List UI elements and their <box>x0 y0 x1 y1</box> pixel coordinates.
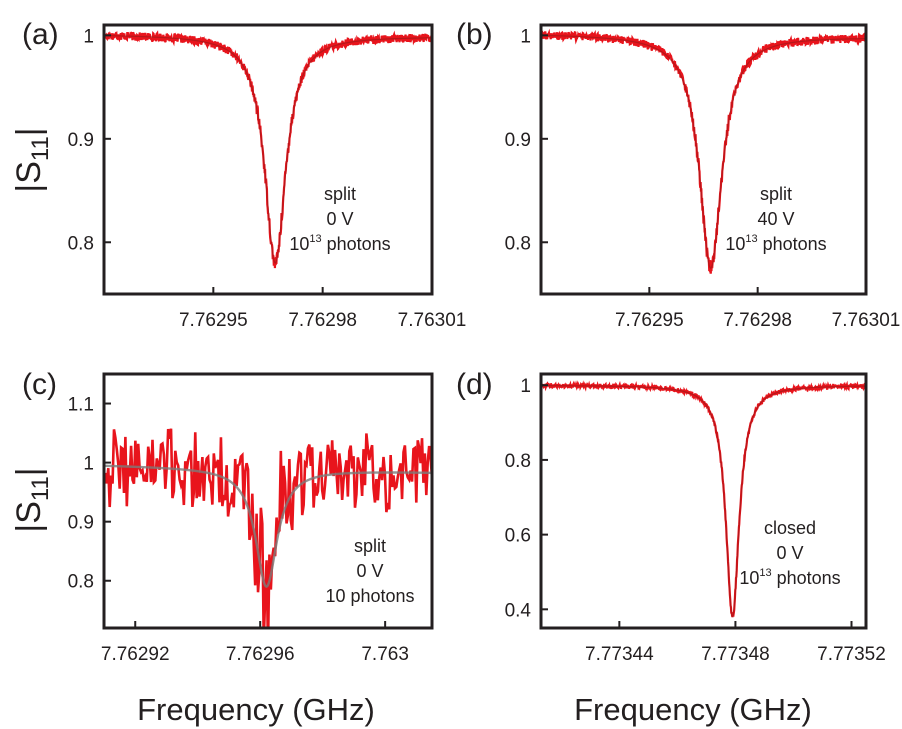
y-tick-label: 1 <box>520 26 531 47</box>
panel-c: (c) 0.8 0.9 1 1.1 7.76292 7.76296 7.763 split 0 V… <box>22 368 434 665</box>
fit-series-line <box>541 34 866 269</box>
x-tick-label: 7.763 <box>361 644 409 665</box>
annotation-line: 40 V <box>757 209 794 229</box>
annotation-line: 10 photons <box>325 586 414 606</box>
y-label-end: | <box>10 467 48 476</box>
plot-frame <box>102 23 434 296</box>
data-series-line <box>104 428 432 628</box>
svg-text:|S11|: |S11| <box>10 127 54 192</box>
y-tick-label: 0.8 <box>68 233 94 254</box>
x-tick-label: 7.77348 <box>701 644 770 665</box>
panel-label: (d) <box>456 368 493 401</box>
x-tick-label: 7.76298 <box>723 310 792 331</box>
annotation-line: split <box>354 536 386 556</box>
y-tick-label: 1.1 <box>68 395 94 416</box>
x-tick-label: 7.76292 <box>101 644 170 665</box>
x-axis-label-left: Frequency (GHz) <box>137 692 375 727</box>
x-tick-label: 7.76296 <box>226 644 295 665</box>
y-tick-label: 0.8 <box>505 233 531 254</box>
y-label-end: | <box>10 127 48 136</box>
y-tick-label: 1 <box>83 454 94 475</box>
y-axis-label-top: |S11| <box>10 127 54 192</box>
y-tick-label: 0.8 <box>505 451 531 472</box>
y-label-sub: 11 <box>27 476 54 501</box>
panel-d: (d) 0.4 0.6 0.8 1 7.77344 7.77348 7.77352 closed… <box>456 368 886 665</box>
annotation-line: split <box>324 184 356 204</box>
annotation-photons: 1013 photons <box>289 233 390 254</box>
y-label-sub: 11 <box>27 136 54 161</box>
y-tick-label: 1 <box>520 376 531 397</box>
panel-label: (b) <box>456 18 493 51</box>
panel-a: (a) 0.8 0.9 1 7.76295 7.76298 7.76301 split 0 V 1… <box>22 18 466 331</box>
annotation-line: 0 V <box>326 209 353 229</box>
y-label-main: |S <box>10 501 48 533</box>
annotation-line: 0 V <box>356 561 383 581</box>
x-tick-label: 7.76295 <box>179 310 248 331</box>
plot-frame <box>539 23 868 296</box>
fit-series-line <box>541 385 866 618</box>
x-tick-label: 7.76301 <box>398 310 467 331</box>
y-tick-label: 1 <box>83 26 94 47</box>
x-tick-label: 7.76298 <box>288 310 357 331</box>
x-tick-label: 7.77344 <box>585 644 654 665</box>
y-axis-label-bottom: |S11| <box>10 467 54 532</box>
panel-label: (a) <box>22 18 59 51</box>
x-tick-label: 7.76295 <box>615 310 684 331</box>
y-tick-label: 0.9 <box>68 130 94 151</box>
annotation-line: split <box>760 184 792 204</box>
plot-frame <box>539 372 868 630</box>
y-tick-label: 0.4 <box>505 600 532 621</box>
y-tick-label: 0.8 <box>68 572 94 593</box>
annotation-photons: 1013 photons <box>725 233 826 254</box>
x-tick-label: 7.77352 <box>817 644 886 665</box>
annotation-photons: 1013 photons <box>739 567 840 588</box>
y-tick-label: 0.6 <box>505 526 531 547</box>
fit-series-line <box>104 34 432 264</box>
panel-label: (c) <box>22 368 57 401</box>
y-label-main: |S <box>10 161 48 193</box>
panel-b: (b) 0.8 0.9 1 7.76295 7.76298 7.76301 split 40 V… <box>456 18 900 331</box>
y-tick-label: 0.9 <box>505 130 531 151</box>
data-series-line <box>541 380 866 618</box>
plot-frame <box>102 372 434 630</box>
annotation-line: 0 V <box>776 543 803 563</box>
data-series-line <box>104 30 432 269</box>
panels: (a) 0.8 0.9 1 7.76295 7.76298 7.76301 split 0 V 1… <box>22 18 900 665</box>
x-axis-label-right: Frequency (GHz) <box>574 692 812 727</box>
y-tick-label: 0.9 <box>68 513 94 534</box>
annotation-line: closed <box>764 518 816 538</box>
fit-series-line <box>104 464 432 589</box>
svg-text:|S11|: |S11| <box>10 467 54 532</box>
x-tick-label: 7.76301 <box>832 310 901 331</box>
